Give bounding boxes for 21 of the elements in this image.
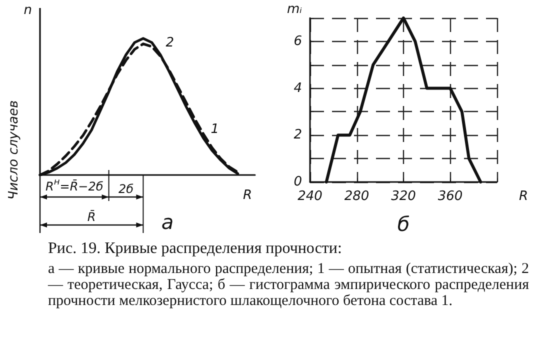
x-axis-title: R — [243, 188, 252, 203]
text: Рис. 19. Кривые распределения прочности: — [48, 240, 343, 258]
text: R̄ — [87, 210, 96, 224]
series-label: 1 — [210, 122, 220, 138]
y-tick-label: 4 — [294, 80, 302, 96]
y-tick-label: 0 — [294, 174, 302, 190]
x-tick-label: 360 — [438, 189, 463, 204]
x-axis-title: R — [519, 189, 528, 204]
x-tick-label: 240 — [298, 189, 322, 204]
series-label: 2 — [166, 36, 174, 51]
x-tick-label: 280 — [344, 189, 370, 204]
y-axis-title: Число случаев — [6, 100, 22, 200]
y-tick-label: 2 — [294, 128, 302, 143]
text: 2б — [118, 182, 134, 196]
text: б — [397, 212, 410, 236]
text: а — кривые нормального распределения; 1 — опытная (статистическая); 2 — теоретическая, Гаусса; б — гистограмма эмпирического распределения прочности мелкозернистого шлакощелочного бетона состава 1. — [48, 261, 529, 309]
x-tick-label: 320 — [391, 189, 416, 204]
y2-axis-title: n — [24, 3, 32, 18]
y-axis-title: mᵢ — [287, 2, 303, 17]
y-tick-label: 6 — [294, 34, 302, 49]
text: а — [161, 210, 174, 234]
